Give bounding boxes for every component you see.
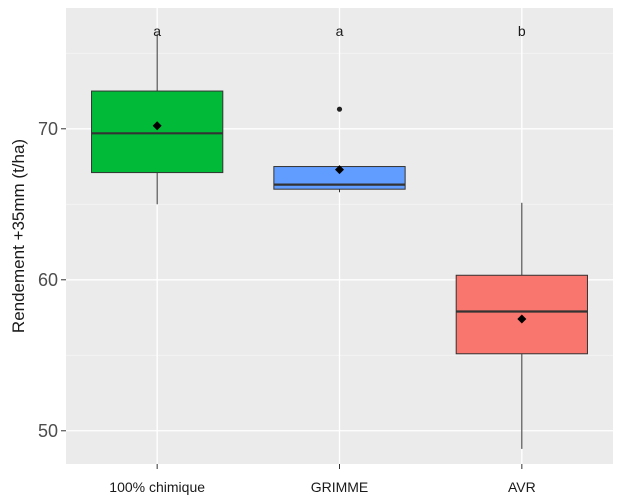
x-axis: 100% chimique GRIMME AVR	[109, 464, 536, 495]
x-category-label: AVR	[508, 479, 536, 495]
mean-marker	[152, 121, 162, 131]
significance-letter: a	[336, 23, 344, 39]
box-0	[91, 33, 224, 205]
y-tick-label: 50	[38, 421, 58, 441]
x-category-label: 100% chimique	[109, 479, 205, 495]
y-axis-title: Rendement +35mm (t/ha)	[9, 139, 28, 333]
x-category-label: GRIMME	[311, 479, 369, 495]
y-tick-label: 60	[38, 270, 58, 290]
mean-marker	[517, 314, 527, 324]
significance-letter: b	[518, 23, 526, 39]
box-series	[91, 33, 588, 449]
significance-letter: a	[153, 23, 161, 39]
y-axis: 50 60 70	[38, 119, 66, 441]
mean-marker	[335, 165, 344, 175]
outlier-point	[336, 106, 343, 112]
iqr-box	[455, 274, 588, 355]
box-2	[455, 202, 588, 449]
iqr-box	[91, 90, 224, 174]
y-tick-label: 70	[38, 119, 58, 139]
box-1	[273, 106, 406, 193]
